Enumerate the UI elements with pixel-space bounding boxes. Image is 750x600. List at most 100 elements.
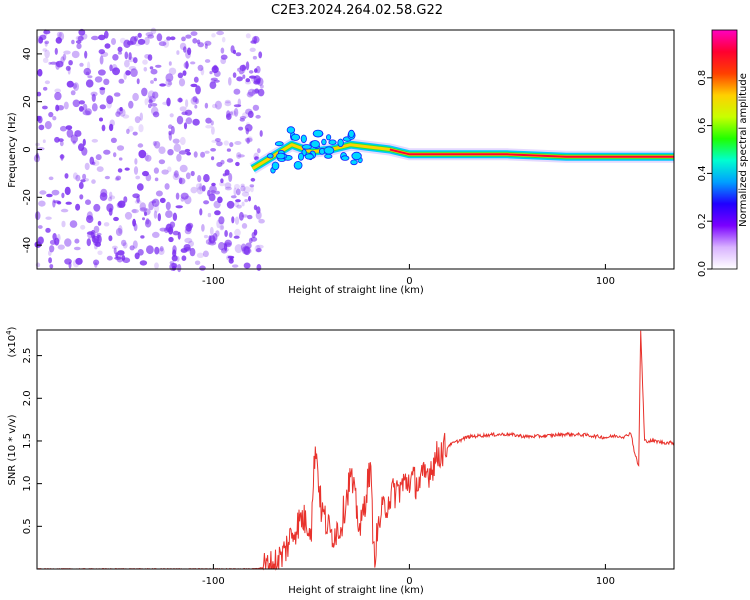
noise-blob: [139, 260, 148, 266]
noise-blob: [142, 170, 149, 177]
noise-blob: [168, 61, 172, 66]
noise-blob: [74, 238, 80, 244]
colorbar-tick-label: 0.6: [697, 118, 708, 134]
noise-blob: [243, 246, 251, 256]
noise-blob: [178, 177, 186, 185]
noise-blob: [76, 43, 82, 50]
noise-blob: [229, 256, 234, 261]
noise-blob: [195, 85, 201, 95]
noise-blob: [199, 265, 206, 271]
noise-blob: [155, 190, 163, 197]
snr-x-ticks: -100 0 100: [202, 564, 615, 587]
spectrogram-y-axis-title: Frequency (Hz): [7, 112, 18, 188]
noise-blob: [178, 97, 183, 103]
noise-blob: [98, 34, 106, 41]
noise-blob: [91, 35, 99, 41]
noise-blob: [54, 88, 61, 94]
noise-blob: [115, 111, 121, 117]
noise-blob: [118, 225, 123, 234]
snr-series-line: [36, 330, 675, 571]
noise-blob: [134, 43, 142, 47]
noise-blob: [86, 238, 92, 247]
noise-blob: [42, 48, 47, 52]
noise-blob: [192, 118, 200, 126]
noise-blob: [234, 216, 240, 225]
noise-blob: [104, 175, 110, 180]
noise-blob: [116, 255, 124, 263]
snr-frame: [36, 329, 675, 570]
noise-blob: [97, 234, 102, 244]
noise-blob: [193, 151, 198, 158]
noise-blob: [211, 182, 216, 187]
noise-blob: [153, 167, 159, 174]
noise-blob: [245, 61, 250, 71]
noise-blob: [244, 199, 249, 203]
noise-blob: [158, 247, 165, 255]
snr-y-axis-title: SNR (10 * v/v): [7, 414, 18, 485]
transition-blob: [324, 153, 333, 159]
noise-blob: [183, 46, 187, 53]
transition-blob: [304, 153, 314, 160]
noise-blob: [257, 88, 265, 97]
noise-blob: [44, 121, 52, 130]
noise-blob: [177, 264, 182, 273]
noise-blob: [43, 29, 51, 35]
noise-blob: [108, 235, 113, 242]
noise-blob: [119, 107, 123, 112]
noise-blob: [144, 211, 147, 217]
noise-blob: [122, 114, 130, 119]
noise-blob: [146, 245, 154, 255]
noise-blob: [257, 148, 261, 154]
noise-blob: [172, 173, 180, 181]
noise-blob: [71, 39, 75, 45]
colorbar-label: Normalized spectral amplitude: [738, 73, 749, 227]
noise-blob: [93, 203, 101, 212]
noise-blob: [60, 208, 69, 213]
noise-blob: [190, 186, 198, 194]
noise-blob: [234, 183, 240, 190]
noise-blob: [240, 183, 245, 188]
noise-blob: [54, 237, 60, 246]
noise-blob: [155, 64, 162, 68]
noise-blob: [237, 154, 245, 158]
noise-blob: [117, 168, 123, 173]
noise-blob: [48, 250, 52, 256]
noise-blob: [125, 70, 131, 76]
noise-blob: [245, 78, 251, 83]
noise-blob: [243, 186, 251, 194]
noise-blob: [37, 115, 43, 124]
noise-blob: [208, 193, 216, 202]
noise-blob: [97, 250, 103, 256]
noise-blob: [175, 205, 183, 209]
noise-blob: [35, 142, 40, 147]
noise-blob: [190, 31, 198, 36]
noise-blob: [175, 192, 180, 200]
spectrogram-y-tick-label: 20: [22, 95, 33, 108]
noise-blob: [112, 67, 120, 76]
spectrogram-y-tick-label: 0: [22, 146, 33, 152]
noise-blob: [228, 232, 233, 238]
snr-y-tick-label: 0.5: [22, 518, 33, 534]
noise-blob: [234, 141, 242, 145]
noise-blob: [49, 264, 54, 269]
noise-blob: [158, 159, 166, 165]
noise-blob: [165, 210, 173, 219]
colorbar-tick-label: 0.2: [697, 213, 708, 229]
noise-blob: [122, 257, 131, 264]
noise-blob: [224, 243, 228, 251]
noise-blob: [148, 99, 153, 104]
noise-blob: [65, 65, 71, 71]
noise-blob: [241, 214, 249, 218]
noise-blob: [200, 151, 206, 158]
noise-blob: [130, 68, 138, 77]
noise-blob: [172, 212, 178, 221]
noise-blob: [148, 95, 156, 103]
noise-blob: [94, 76, 103, 83]
noise-blob: [134, 116, 141, 124]
noise-blob: [213, 64, 218, 71]
noise-blob: [238, 211, 244, 221]
noise-blob: [239, 64, 247, 71]
noise-blob: [172, 230, 180, 236]
noise-blob: [141, 87, 148, 97]
noise-blob: [247, 214, 253, 220]
